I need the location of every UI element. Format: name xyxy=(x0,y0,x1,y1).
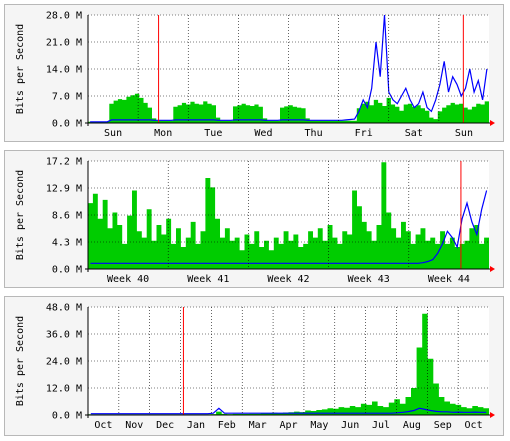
y-tick-label: 28.0 M xyxy=(46,11,82,22)
x-tick-label: Sun xyxy=(455,128,473,139)
x-tick-label: Oct xyxy=(465,420,483,431)
x-tick-label: Week 44 xyxy=(428,274,470,285)
outgoing-traffic-line xyxy=(90,190,488,264)
x-tick-label: Sun xyxy=(104,128,122,139)
x-axis-arrow xyxy=(490,412,495,418)
chart-yearly: Bits per Second 0.0 M 12.0 M 24.0 M 36.0 M 48… xyxy=(15,303,495,431)
chart-weekly: Bits per Second 0.0 M 4.3 M 8.6 M 12.9 M 17.2… xyxy=(15,157,495,285)
x-tick-label: Jul xyxy=(372,420,390,431)
x-tick-label: Feb xyxy=(218,420,236,431)
y-axis-label: Bits per Second xyxy=(15,170,26,260)
outgoing-traffic-line xyxy=(90,407,487,415)
y-tick-label: 4.3 M xyxy=(52,238,82,249)
y-tick-label: 21.0 M xyxy=(46,38,82,49)
x-tick-label: Jan xyxy=(187,420,205,431)
y-tick-label: 12.9 M xyxy=(46,184,82,195)
x-tick-label: Week 43 xyxy=(348,274,390,285)
y-tick-label: 8.6 M xyxy=(52,211,82,222)
x-tick-label: Week 42 xyxy=(267,274,309,285)
y-tick-label: 0.0 M xyxy=(52,119,82,130)
yearly-graph-panel: Bits per Second 0.0 M 12.0 M 24.0 M 36.0 M 48… xyxy=(4,296,504,436)
x-tick-label: Fri xyxy=(355,128,373,139)
x-tick-label: Tue xyxy=(204,128,222,139)
y-tick-label: 14.0 M xyxy=(46,65,82,76)
x-tick-label: Wed xyxy=(254,128,272,139)
x-axis-arrow xyxy=(490,266,495,272)
x-tick-label: Week 40 xyxy=(107,274,149,285)
x-tick-label: Nov xyxy=(125,420,143,431)
y-axis-label: Bits per Second xyxy=(15,316,26,406)
daily-graph-panel: Bits per Second 0.0 M 7.0 M 14.0 M 21.0 M 28.… xyxy=(4,4,504,142)
y-tick-label: 36.0 M xyxy=(46,330,82,341)
y-tick-label: 24.0 M xyxy=(46,357,82,368)
x-tick-label: Sep xyxy=(434,420,452,431)
outgoing-traffic-line xyxy=(90,14,488,123)
y-tick-label: 7.0 M xyxy=(52,92,82,103)
y-axis-label: Bits per Second xyxy=(15,24,26,114)
x-tick-label: Mar xyxy=(249,420,267,431)
x-tick-label: Dec xyxy=(156,420,174,431)
y-tick-label: 48.0 M xyxy=(46,303,82,314)
incoming-traffic-area xyxy=(88,162,489,269)
x-tick-label: Sat xyxy=(405,128,423,139)
x-tick-label: Oct xyxy=(94,420,112,431)
x-tick-label: Jun xyxy=(341,420,359,431)
chart-daily: Bits per Second 0.0 M 7.0 M 14.0 M 21.0 M 28.… xyxy=(15,11,495,139)
x-tick-label: Apr xyxy=(279,420,297,431)
x-axis-arrow xyxy=(490,120,495,126)
x-tick-label: Aug xyxy=(403,420,421,431)
incoming-traffic-area xyxy=(88,313,489,415)
x-tick-label: Mon xyxy=(154,128,172,139)
x-tick-label: Thu xyxy=(305,128,323,139)
y-tick-label: 12.0 M xyxy=(46,384,82,395)
y-tick-label: 0.0 M xyxy=(52,265,82,276)
y-tick-label: 0.0 M xyxy=(52,411,82,422)
weekly-graph-panel: Bits per Second 0.0 M 4.3 M 8.6 M 12.9 M 17.2… xyxy=(4,150,504,288)
y-tick-label: 17.2 M xyxy=(46,157,82,168)
x-tick-label: May xyxy=(310,420,328,431)
x-tick-label: Week 41 xyxy=(187,274,229,285)
